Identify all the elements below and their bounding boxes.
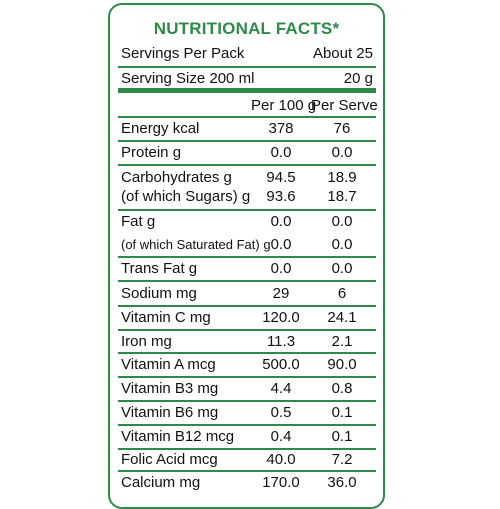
nutrient-label: (of which Saturated Fat) g bbox=[121, 237, 271, 252]
nutrient-per-100g: 94.5 bbox=[266, 169, 296, 186]
nutrient-per-serve: 36.0 bbox=[327, 474, 357, 491]
nutrient-per-serve: 0.1 bbox=[331, 404, 353, 421]
nutrient-per-100g: 500.0 bbox=[262, 356, 300, 373]
nutrient-label: Protein g bbox=[121, 144, 182, 161]
nutrient-label: Energy kcal bbox=[121, 120, 200, 137]
nutrient-label: Vitamin C mg bbox=[121, 309, 211, 326]
nutrient-per-100g: 29 bbox=[272, 285, 290, 302]
divider bbox=[118, 66, 376, 68]
nutrient-per-serve: 0.0 bbox=[331, 144, 353, 161]
nutrient-label: Sodium mg bbox=[121, 285, 197, 302]
nutrient-label: Carbohydrates g bbox=[121, 169, 232, 186]
nutrient-per-serve: 0.8 bbox=[331, 380, 353, 397]
divider bbox=[118, 448, 376, 450]
divider bbox=[118, 470, 376, 472]
column-header-per-100g: Per 100 g bbox=[251, 97, 317, 114]
divider bbox=[118, 376, 376, 378]
divider bbox=[118, 140, 376, 142]
nutrient-per-100g: 0.0 bbox=[270, 260, 292, 277]
nutrient-per-serve: 18.9 bbox=[327, 169, 357, 186]
column-header-per-serve: Per Serve bbox=[311, 97, 378, 114]
nutrient-per-serve: 24.1 bbox=[327, 309, 357, 326]
servings-per-pack-value: About 25 bbox=[312, 45, 373, 62]
nutrient-per-100g: 11.3 bbox=[266, 333, 296, 350]
divider bbox=[118, 305, 376, 307]
nutrient-per-serve: 7.2 bbox=[331, 451, 353, 468]
serving-size-label: Serving Size 200 ml bbox=[121, 70, 255, 87]
nutrient-per-serve: 0.0 bbox=[331, 213, 353, 230]
nutrient-label: Vitamin B3 mg bbox=[121, 380, 219, 397]
divider bbox=[118, 400, 376, 402]
nutrient-per-serve: 6 bbox=[337, 285, 347, 302]
nutrient-label: Vitamin B6 mg bbox=[121, 404, 219, 421]
thick-divider bbox=[118, 88, 376, 93]
divider bbox=[118, 116, 376, 118]
nutrient-label: Vitamin A mcg bbox=[121, 356, 216, 373]
nutrient-per-100g: 0.0 bbox=[270, 236, 292, 253]
nutrient-per-serve: 18.7 bbox=[327, 188, 357, 205]
nutrient-label: Trans Fat g bbox=[121, 260, 198, 277]
nutrient-per-serve: 2.1 bbox=[331, 333, 353, 350]
divider bbox=[118, 280, 376, 282]
nutrient-label: Iron mg bbox=[121, 333, 172, 350]
nutrient-per-serve: 76 bbox=[333, 120, 351, 137]
nutrient-label: (of which Sugars) g bbox=[121, 188, 251, 205]
nutrient-per-100g: 93.6 bbox=[266, 188, 296, 205]
nutrient-label: Fat g bbox=[121, 213, 156, 230]
nutrient-label: Calcium mg bbox=[121, 474, 201, 491]
servings-per-pack-label: Servings Per Pack bbox=[121, 45, 245, 62]
nutrient-per-100g: 0.5 bbox=[270, 404, 292, 421]
nutrient-per-100g: 378 bbox=[268, 120, 294, 137]
serving-size-value: 20 g bbox=[343, 70, 373, 87]
divider bbox=[118, 352, 376, 354]
nutrient-label: Vitamin B12 mcg bbox=[121, 428, 235, 445]
divider bbox=[118, 329, 376, 331]
nutrient-per-100g: 40.0 bbox=[266, 451, 296, 468]
divider bbox=[118, 164, 376, 166]
nutrient-per-100g: 170.0 bbox=[262, 474, 300, 491]
divider bbox=[118, 209, 376, 211]
nutrient-per-100g: 0.4 bbox=[270, 428, 292, 445]
nutrient-per-serve: 0.1 bbox=[331, 428, 353, 445]
panel-title: NUTRITIONAL FACTS* bbox=[153, 19, 340, 38]
nutrient-label: Folic Acid mcg bbox=[121, 451, 218, 468]
nutrient-per-100g: 0.0 bbox=[270, 144, 292, 161]
divider bbox=[118, 256, 376, 258]
nutrient-per-100g: 120.0 bbox=[262, 309, 300, 326]
nutrient-per-serve: 0.0 bbox=[331, 236, 353, 253]
divider bbox=[118, 424, 376, 426]
nutrient-per-serve: 90.0 bbox=[327, 356, 357, 373]
nutrient-per-100g: 4.4 bbox=[270, 380, 292, 397]
nutrient-per-100g: 0.0 bbox=[270, 213, 292, 230]
nutrient-per-serve: 0.0 bbox=[331, 260, 353, 277]
